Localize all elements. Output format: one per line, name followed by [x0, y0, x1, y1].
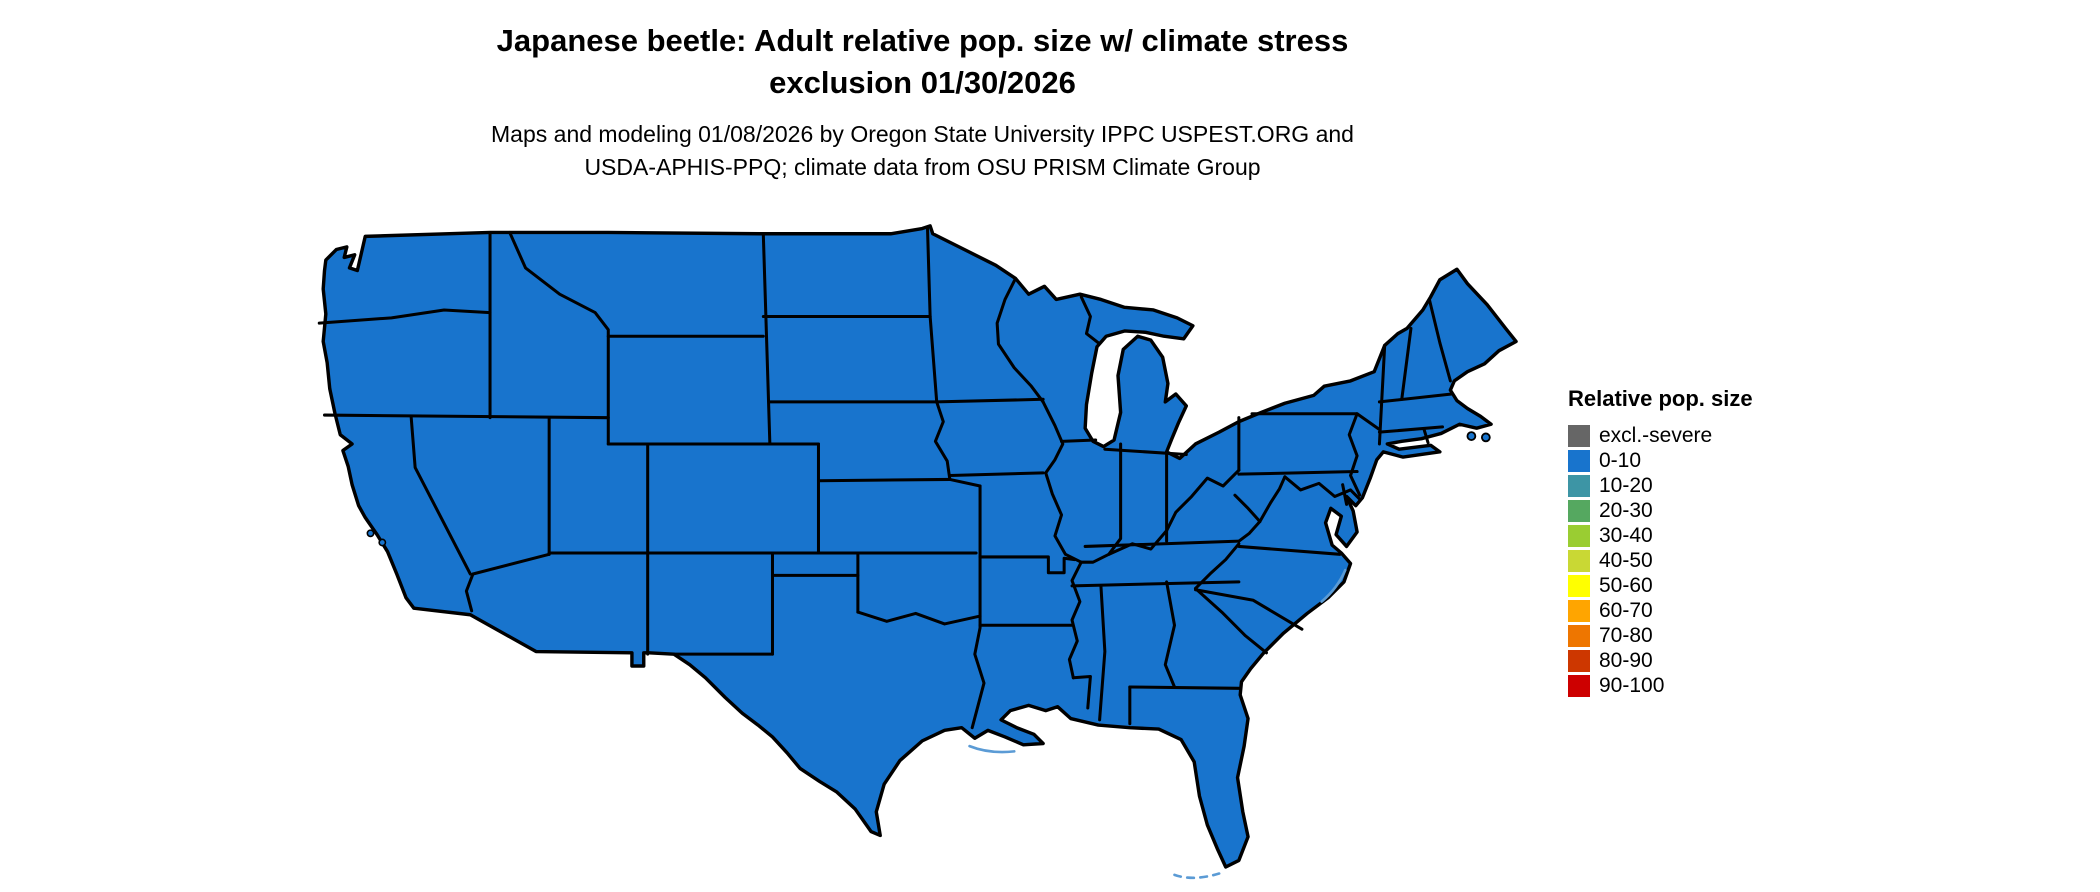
legend-label: 90-100	[1599, 673, 1665, 697]
map-subtitle-line1: Maps and modeling 01/08/2026 by Oregon S…	[491, 120, 1354, 147]
legend-label: 60-70	[1599, 598, 1653, 622]
legend-swatch-excl-severe	[1568, 424, 1590, 447]
legend-row: excl.-severe	[1568, 423, 1753, 448]
legend-swatch-20-30	[1568, 499, 1590, 522]
channel-island	[366, 529, 375, 538]
legend-row: 10-20	[1568, 473, 1753, 498]
legend-swatch-10-20	[1568, 474, 1590, 497]
channel-island	[378, 538, 387, 547]
carolina-sounds-water	[1320, 568, 1347, 603]
map-title-line1: Japanese beetle: Adult relative pop. siz…	[496, 23, 1349, 58]
us-choropleth-map	[298, 218, 1536, 888]
legend-row: 90-100	[1568, 673, 1753, 698]
louisiana-coast-water	[968, 744, 1016, 754]
contiguous-us-outline	[321, 224, 1518, 869]
legend-row: 0-10	[1568, 448, 1753, 473]
legend-swatch-80-90	[1568, 649, 1590, 672]
legend-swatch-50-60	[1568, 574, 1590, 597]
water-accents	[968, 568, 1347, 880]
legend-label: 70-80	[1599, 623, 1653, 647]
legend-row: 70-80	[1568, 623, 1753, 648]
legend-swatch-40-50	[1568, 549, 1590, 572]
map-title-line2: exclusion 01/30/2026	[769, 64, 1076, 100]
legend-row: 40-50	[1568, 548, 1753, 573]
legend-row: 60-70	[1568, 598, 1753, 623]
us-landmass	[321, 224, 1518, 869]
legend-swatch-70-80	[1568, 624, 1590, 647]
legend-row: 50-60	[1568, 573, 1753, 598]
legend-label: 20-30	[1599, 498, 1653, 522]
map-subtitle-line2: USDA-APHIS-PPQ; climate data from OSU PR…	[584, 154, 1261, 181]
legend-label: 80-90	[1599, 648, 1653, 672]
legend-label: excl.-severe	[1599, 423, 1713, 447]
us-map-svg	[317, 224, 1518, 880]
cape-cod-island	[1480, 432, 1491, 443]
legend-label: 30-40	[1599, 523, 1653, 547]
legend-label: 10-20	[1599, 473, 1653, 497]
map-subtitle: Maps and modeling 01/08/2026 by Oregon S…	[0, 118, 1845, 185]
map-legend: Relative pop. size excl.-severe 0-10 10-…	[1568, 386, 1753, 698]
legend-swatch-0-10	[1568, 449, 1590, 472]
map-header: Japanese beetle: Adult relative pop. siz…	[0, 20, 1845, 184]
florida-keys-water	[1173, 872, 1221, 880]
legend-row: 30-40	[1568, 523, 1753, 548]
cape-cod-island	[1466, 431, 1477, 441]
state-borders	[317, 226, 1454, 730]
legend-row: 20-30	[1568, 498, 1753, 523]
legend-title: Relative pop. size	[1568, 386, 1753, 411]
legend-label: 0-10	[1599, 448, 1642, 472]
legend-label: 50-60	[1599, 573, 1653, 597]
legend-label: 40-50	[1599, 548, 1653, 572]
legend-swatch-30-40	[1568, 524, 1590, 547]
legend-swatch-90-100	[1568, 674, 1590, 697]
legend-swatch-60-70	[1568, 599, 1590, 622]
legend-row: 80-90	[1568, 648, 1753, 673]
